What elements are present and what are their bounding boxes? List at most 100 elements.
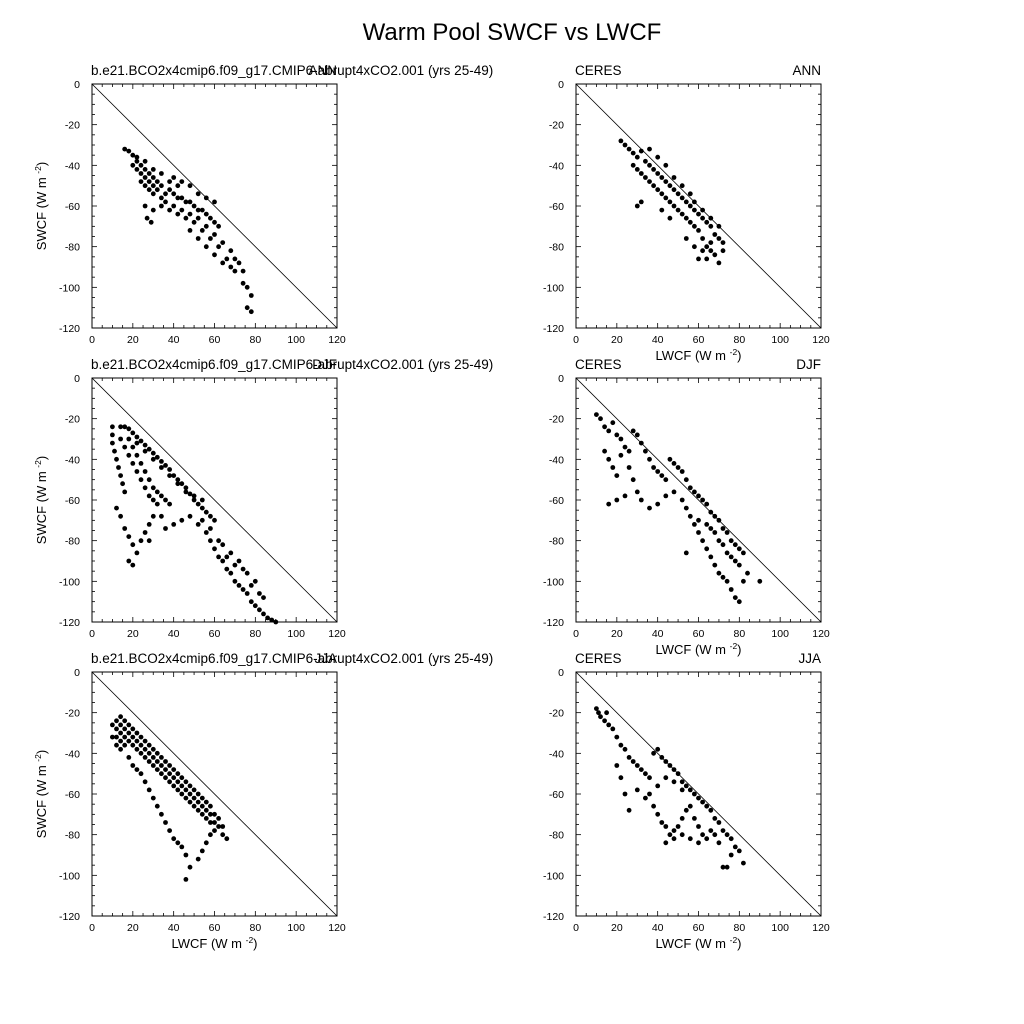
- data-point: [659, 191, 665, 197]
- data-point: [220, 824, 226, 829]
- data-point: [240, 280, 246, 286]
- data-point: [614, 763, 620, 768]
- data-point: [602, 448, 607, 454]
- data-point: [732, 542, 738, 548]
- data-point: [696, 795, 701, 801]
- panels: 0 20 40 60 80 100 120 0 -20 -40 -60 -80 -100 -120 b.e2…: [33, 63, 830, 951]
- data-point: [651, 803, 656, 809]
- data-point: [114, 726, 119, 732]
- y-tick-label: -60: [65, 495, 80, 507]
- x-tick-label: 100: [771, 922, 789, 934]
- data-point: [659, 755, 665, 760]
- data-point: [134, 767, 140, 772]
- data-point: [167, 179, 173, 185]
- y-tick-label: -20: [549, 414, 564, 426]
- data-point: [671, 175, 677, 180]
- data-point: [647, 146, 652, 152]
- data-point: [626, 448, 632, 454]
- data-point: [634, 167, 640, 172]
- data-point: [118, 513, 123, 519]
- data-point: [675, 191, 681, 197]
- data-point: [638, 171, 644, 176]
- data-point: [146, 538, 152, 544]
- data-point: [708, 807, 714, 813]
- data-point: [203, 807, 209, 813]
- data-point: [647, 162, 652, 168]
- data-point: [712, 530, 718, 535]
- data-point: [199, 505, 205, 511]
- data-point: [724, 864, 730, 870]
- data-point: [700, 799, 705, 805]
- data-point: [261, 595, 266, 600]
- data-point: [257, 591, 262, 596]
- data-point: [150, 175, 156, 180]
- data-point: [175, 477, 181, 483]
- data-point: [647, 775, 652, 781]
- data-point: [203, 509, 209, 515]
- data-point: [208, 526, 213, 531]
- data-point: [700, 248, 705, 254]
- data-point: [663, 195, 669, 201]
- data-point: [720, 864, 726, 870]
- x-tick-label: 100: [771, 334, 789, 346]
- data-point: [679, 816, 685, 821]
- y-tick-label: -40: [549, 748, 564, 760]
- data-point: [732, 558, 738, 564]
- data-point: [692, 199, 697, 205]
- data-point: [683, 505, 689, 511]
- data-point: [228, 570, 234, 576]
- data-point: [212, 199, 217, 205]
- data-point: [203, 195, 209, 201]
- x-tick-label: 0: [573, 628, 579, 640]
- data-point: [142, 485, 148, 491]
- data-point: [687, 513, 693, 519]
- data-point: [655, 469, 661, 474]
- data-point: [741, 860, 746, 866]
- data-point: [171, 783, 177, 789]
- data-point: [212, 232, 217, 237]
- data-point: [708, 248, 714, 254]
- data-point: [265, 615, 270, 621]
- data-point: [199, 803, 205, 809]
- data-point: [167, 771, 173, 777]
- data-point: [647, 456, 652, 462]
- data-point: [708, 828, 714, 833]
- data-point: [696, 493, 701, 499]
- y-tick-label: -120: [543, 617, 564, 629]
- panel-left-label: b.e21.BCO2x4cmip6.f09_g17.CMIP6-abrupt4x…: [91, 63, 493, 78]
- data-point: [175, 481, 181, 487]
- data-point: [199, 228, 205, 233]
- y-tick-label: -20: [65, 708, 80, 720]
- data-point: [130, 726, 136, 732]
- data-point: [651, 167, 656, 172]
- data-point: [199, 517, 205, 523]
- data-point: [712, 816, 718, 821]
- data-point: [663, 179, 669, 185]
- y-tick-label: -40: [549, 454, 564, 466]
- x-axis-label: LWCF (W m -2): [171, 935, 257, 951]
- data-point: [146, 493, 152, 499]
- x-tick-label: 120: [812, 334, 830, 346]
- data-point: [118, 730, 123, 736]
- data-point: [118, 722, 123, 728]
- x-tick-label: 40: [652, 628, 664, 640]
- y-tick-label: -120: [543, 323, 564, 335]
- data-point: [220, 542, 226, 548]
- data-point: [203, 530, 209, 535]
- data-point: [122, 742, 128, 748]
- data-point: [150, 450, 156, 456]
- data-point: [191, 219, 197, 225]
- data-point: [134, 167, 140, 172]
- data-point: [638, 199, 644, 205]
- data-point: [671, 203, 677, 209]
- data-point: [696, 211, 701, 217]
- data-point: [667, 763, 673, 768]
- data-point: [663, 759, 669, 764]
- data-point: [179, 481, 185, 487]
- data-point: [208, 803, 213, 809]
- data-point: [142, 755, 148, 760]
- data-point: [130, 763, 136, 768]
- data-point: [154, 454, 160, 460]
- data-point: [700, 207, 705, 213]
- y-tick-label: -80: [65, 830, 80, 842]
